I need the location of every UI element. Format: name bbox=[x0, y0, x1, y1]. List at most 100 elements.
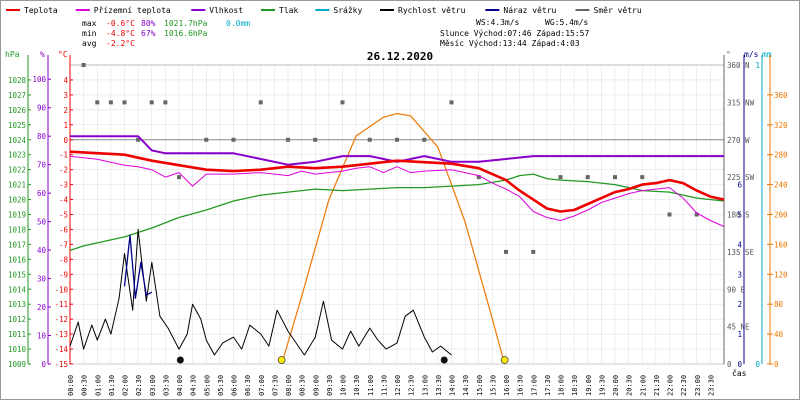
series-gust bbox=[123, 234, 153, 299]
solar-tick-label: 200 bbox=[774, 211, 788, 220]
temperature-axis-tick-label: -14 bbox=[54, 345, 68, 354]
wind-direction-samples bbox=[81, 63, 699, 254]
x-tick-label: 12:00 bbox=[394, 375, 402, 396]
stat-min-press: 1016.6hPa bbox=[164, 29, 208, 38]
moonset-marker bbox=[176, 356, 184, 364]
temperature-axis-tick-label: -6 bbox=[59, 225, 69, 234]
temperature-axis-tick-label: 4 bbox=[63, 76, 68, 85]
series-layer bbox=[69, 113, 725, 365]
solar-tick-label: 320 bbox=[774, 121, 788, 130]
pressure-axis-tick-label: 1014 bbox=[8, 285, 27, 294]
stat-min-hum: 67% bbox=[141, 29, 156, 38]
x-tick-labels: 00:00 00:30 01:00 01:30 02:00 02:30 03:00 03:30… bbox=[67, 375, 715, 396]
direction-sample bbox=[558, 175, 563, 180]
x-tick-label: 07:30 bbox=[271, 375, 279, 396]
x-tick-label: 00:00 bbox=[67, 375, 75, 396]
unit-deg: ° bbox=[726, 50, 731, 59]
pressure-axis-tick-label: 1025 bbox=[8, 121, 26, 130]
unit-ms: m/s bbox=[744, 50, 759, 59]
direction-sample bbox=[449, 100, 454, 105]
x-tick-label: 14:30 bbox=[462, 375, 470, 396]
x-tick-label: 23:30 bbox=[707, 375, 715, 396]
stats-block: max -0.6°C 80% 1021.7hPa 0.0mm min -4.8°… bbox=[82, 19, 250, 48]
direction-tick-label: 225 SW bbox=[727, 173, 755, 182]
direction-sample bbox=[122, 100, 127, 105]
x-tick-label: 00:30 bbox=[81, 375, 89, 396]
x-tick-label: 20:30 bbox=[626, 375, 634, 396]
pressure-axis-tick-label: 1019 bbox=[8, 211, 26, 220]
direction-sample bbox=[108, 100, 113, 105]
direction-sample bbox=[81, 63, 86, 67]
x-tick-label: 09:00 bbox=[312, 375, 320, 396]
x-tick-label: 15:30 bbox=[489, 375, 497, 396]
stat-min-label: min bbox=[82, 29, 97, 38]
solar-tick-label: 80 bbox=[774, 300, 784, 309]
direction-tick-label: 135 SE bbox=[727, 248, 755, 257]
x-tick-label: 11:00 bbox=[367, 375, 375, 396]
direction-sample bbox=[286, 137, 290, 142]
x-tick-label: 15:00 bbox=[476, 375, 484, 396]
x-tick-label: 18:00 bbox=[558, 375, 566, 396]
solar-tick-label: 360 bbox=[774, 91, 788, 100]
legend-label-humidity: Vlhkost bbox=[209, 6, 243, 15]
humidity-axis-tick-label: 10 bbox=[37, 332, 47, 341]
direction-sample bbox=[204, 137, 209, 142]
pressure-axis-tick-label: 1021 bbox=[8, 181, 26, 190]
stat-max-rain: 0.0mm bbox=[226, 19, 250, 28]
legend-label-temp: Teplota bbox=[24, 6, 58, 15]
solar-tick-label: 120 bbox=[774, 270, 788, 279]
temperature-axis-tick-label: -9 bbox=[59, 270, 68, 279]
direction-tick-label: 270 W bbox=[727, 136, 750, 145]
rain-tick-label: 1 bbox=[755, 61, 760, 70]
x-tick-label: 16:00 bbox=[503, 375, 511, 396]
x-tick-label: 13:30 bbox=[435, 375, 443, 396]
temperature-axis-tick-label: 1 bbox=[63, 121, 68, 130]
x-tick-label: 12:30 bbox=[408, 375, 416, 396]
series-temp bbox=[69, 150, 725, 213]
pressure-axis-tick-label: 1011 bbox=[8, 330, 26, 339]
pressure-axis-tick-label: 1020 bbox=[8, 196, 27, 205]
x-tick-label: 05:30 bbox=[217, 375, 225, 396]
stat-max-press: 1021.7hPa bbox=[164, 19, 208, 28]
humidity-axis-tick-label: 100 bbox=[32, 75, 46, 84]
direction-tick-label: 90 E bbox=[727, 285, 746, 294]
direction-tick-label: 0 bbox=[727, 360, 732, 369]
stat-max-hum: 80% bbox=[141, 19, 156, 28]
stat-max-temp: -0.6°C bbox=[106, 19, 135, 28]
temperature-axis-tick-label: -10 bbox=[54, 285, 68, 294]
axes: 1009101010111012101310141015101610171018… bbox=[8, 55, 788, 369]
pressure-axis-tick-label: 1010 bbox=[8, 345, 27, 354]
sunset-marker bbox=[500, 356, 509, 364]
x-tick-label: 07:00 bbox=[258, 375, 266, 396]
unit-pct: % bbox=[40, 50, 45, 59]
series-pressure bbox=[69, 173, 725, 252]
temperature-axis-tick-label: -11 bbox=[54, 300, 68, 309]
direction-sample bbox=[667, 212, 672, 217]
humidity-axis-tick-label: 50 bbox=[37, 218, 47, 227]
x-tick-label: 10:30 bbox=[353, 375, 361, 396]
direction-sample bbox=[422, 137, 427, 142]
direction-tick-label: 180 S bbox=[727, 211, 750, 220]
legend-label-rain: Srážky bbox=[333, 6, 362, 15]
x-tick-label: 17:30 bbox=[544, 375, 552, 396]
direction-tick-label: 315 NW bbox=[727, 98, 755, 107]
x-tick-label: 02:30 bbox=[135, 375, 143, 396]
pressure-axis-tick-label: 1013 bbox=[8, 300, 26, 309]
x-tick-label: 06:30 bbox=[244, 375, 252, 396]
humidity-axis-tick-label: 80 bbox=[37, 132, 47, 141]
temperature-axis-tick-label: -4 bbox=[59, 196, 69, 205]
direction-sample bbox=[613, 175, 617, 180]
wind-tick-label: 0 bbox=[737, 360, 742, 369]
temperature-axis-tick-label: -3 bbox=[59, 181, 68, 190]
x-tick-label: 21:00 bbox=[639, 375, 647, 396]
legend-label-dir: Směr větru bbox=[594, 6, 642, 15]
direction-sample bbox=[313, 137, 318, 142]
unit-degc: °C bbox=[58, 50, 68, 59]
wind-tick-label: 5 bbox=[737, 211, 742, 220]
wind-tick-label: 1 bbox=[737, 330, 742, 339]
x-tick-label: 22:30 bbox=[680, 375, 688, 396]
temperature-axis-tick-label: 3 bbox=[63, 91, 68, 100]
x-tick-label: 01:30 bbox=[108, 375, 116, 396]
x-tick-label: 04:30 bbox=[190, 375, 198, 396]
direction-sample bbox=[640, 175, 645, 180]
